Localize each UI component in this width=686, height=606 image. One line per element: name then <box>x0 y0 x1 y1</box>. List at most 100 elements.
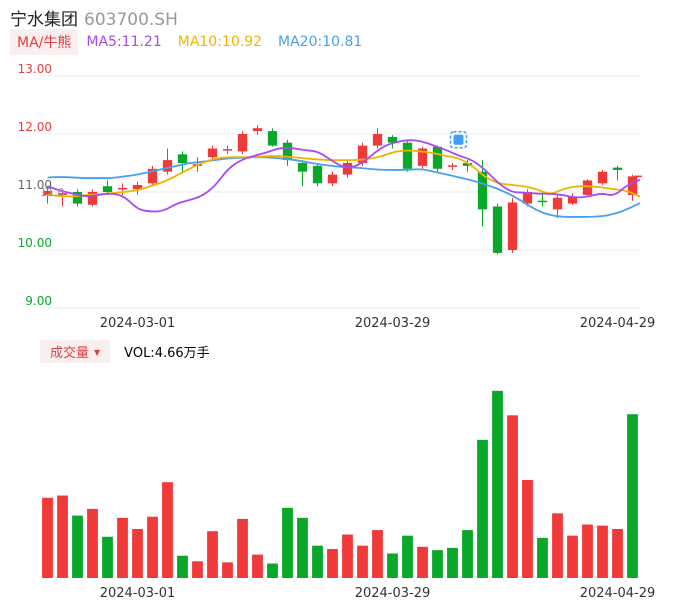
candle-body <box>267 131 278 146</box>
candle-body <box>57 193 68 195</box>
volume-bar <box>267 563 278 578</box>
candle-body <box>42 190 53 195</box>
ma10-line <box>47 149 641 198</box>
candle-body <box>282 142 293 161</box>
volume-bar <box>87 508 98 578</box>
volume-selector-button[interactable]: 成交量 ▼ <box>40 339 111 363</box>
volume-bar <box>417 546 428 578</box>
candle-body <box>582 180 593 195</box>
x-tick-label: 2024-04-29 <box>580 586 656 601</box>
ma-legend: MA/牛熊 MA5:11.21 MA10:10.92 MA20:10.81 <box>10 29 378 55</box>
marker-frame <box>449 131 468 149</box>
x-tick-label: 2024-03-29 <box>355 316 431 331</box>
volume-bar <box>567 535 578 578</box>
volume-bar <box>537 537 548 578</box>
volume-bar <box>327 549 338 578</box>
volume-bar <box>237 518 248 578</box>
volume-bar <box>627 414 638 578</box>
volume-bar <box>402 535 413 578</box>
ma20-line <box>47 156 641 218</box>
volume-bars <box>42 390 638 578</box>
y-tick-label: 10.00 <box>18 236 52 250</box>
volume-bar <box>432 550 443 578</box>
candle-body <box>612 167 623 170</box>
ma-selector-button[interactable]: MA/牛熊 <box>10 29 79 55</box>
candle-body <box>402 142 413 169</box>
volume-bar <box>72 515 83 578</box>
candle-body <box>177 154 188 163</box>
price-marker-label: 11.0 <box>40 186 65 199</box>
volume-bar <box>342 534 353 578</box>
candle-body <box>372 134 383 146</box>
candle-body <box>477 171 488 210</box>
candle-body <box>552 197 563 210</box>
candle-body <box>567 196 578 204</box>
volume-bar <box>117 517 128 578</box>
volume-bar <box>282 507 293 578</box>
volume-x-axis: 2024-03-01 2024-03-29 2024-04-29 <box>100 586 656 601</box>
volume-bar <box>147 516 158 578</box>
volume-bar <box>447 547 458 578</box>
price-ma-lines <box>47 139 641 218</box>
volume-bar <box>42 497 53 578</box>
volume-bar <box>162 482 173 578</box>
candle-body <box>432 146 443 169</box>
volume-bar <box>552 513 563 578</box>
stock-code: 603700.SH <box>84 10 178 30</box>
candle-body <box>627 176 638 195</box>
y-tick-label: 13.00 <box>18 62 52 76</box>
candle-body <box>207 148 218 158</box>
volume-bar <box>222 562 233 578</box>
x-tick-label: 2024-04-29 <box>580 316 656 331</box>
volume-value: VOL:4.66万手 <box>124 345 210 361</box>
candle-body <box>357 145 368 163</box>
volume-selector-label: 成交量 <box>50 345 90 361</box>
candle-body <box>507 202 518 250</box>
price-grid <box>40 75 640 309</box>
volume-bar <box>492 390 503 578</box>
volume-bar <box>252 554 263 578</box>
volume-bar <box>507 415 518 578</box>
candle-body <box>447 165 458 167</box>
volume-bar <box>102 536 113 578</box>
dropdown-triangle-icon: ▼ <box>94 347 101 357</box>
volume-bar <box>582 524 593 578</box>
candle-body <box>222 149 233 151</box>
candle-body <box>417 148 428 166</box>
candle-body <box>492 206 503 253</box>
candle-body <box>132 185 143 190</box>
x-tick-label: 2024-03-29 <box>355 586 431 601</box>
marker-fill <box>453 134 464 145</box>
candle-body <box>237 134 248 152</box>
stock-title: 宁水集团 603700.SH <box>10 5 178 30</box>
ma5-label: MA5:11.21 <box>86 34 162 50</box>
volume-bar <box>372 530 383 578</box>
price-y-axis: 13.00 12.00 11.00 10.00 9.00 11.0 <box>18 62 642 308</box>
candle-body <box>297 163 308 172</box>
candle-body <box>252 128 263 132</box>
candle-body <box>537 200 548 203</box>
volume-bar <box>612 528 623 578</box>
candle-body <box>342 163 353 175</box>
y-tick-label: 11.00 <box>18 178 52 192</box>
ma10-label: MA10:10.92 <box>177 34 263 50</box>
volume-bar <box>597 525 608 578</box>
candle-body <box>387 136 398 143</box>
volume-bar <box>192 561 203 578</box>
candle-body <box>597 171 608 184</box>
price-candles <box>42 125 638 255</box>
volume-bar <box>177 555 188 578</box>
volume-bar <box>477 439 488 578</box>
y-tick-label: 9.00 <box>25 294 52 308</box>
volume-bar <box>387 553 398 578</box>
marker-icon <box>449 131 468 149</box>
volume-bar <box>297 517 308 578</box>
candle-body <box>72 192 83 204</box>
candle-body <box>162 160 173 172</box>
candle-body <box>312 165 323 184</box>
candle-body <box>87 192 98 205</box>
y-tick-label: 12.00 <box>18 120 52 134</box>
x-tick-label: 2024-03-01 <box>100 316 176 331</box>
ma5-line <box>47 139 641 213</box>
volume-bar <box>462 530 473 578</box>
